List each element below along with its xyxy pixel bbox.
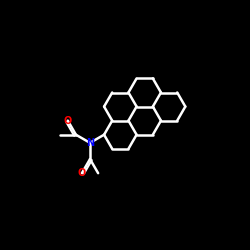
Text: N: N (86, 138, 94, 148)
Text: O: O (78, 168, 86, 178)
Text: O: O (64, 116, 72, 126)
